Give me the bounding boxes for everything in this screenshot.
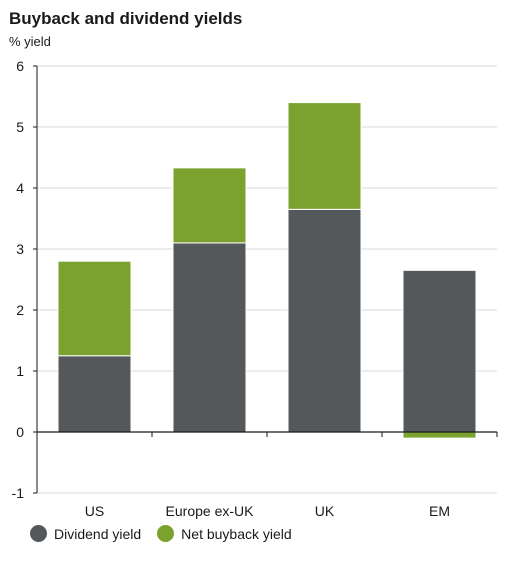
legend-swatch-dividend <box>30 525 47 542</box>
legend: Dividend yield Net buyback yield <box>30 525 308 542</box>
y-tick-label: 3 <box>16 241 24 257</box>
x-tick-label: EM <box>429 503 450 519</box>
y-tick-label: 2 <box>16 302 24 318</box>
x-tick-label: Europe ex-UK <box>166 503 255 519</box>
y-tick-label: 0 <box>16 424 24 440</box>
stacked-bar-chart: 6 5 4 3 2 1 0 -1 US Europe ex-UK UK EM <box>12 58 498 519</box>
bar-buyback-europe-ex-uk <box>172 167 247 244</box>
x-tick-label: UK <box>315 503 335 519</box>
bar-buyback-uk <box>287 102 362 210</box>
bars <box>57 102 477 439</box>
bar-dividend-uk <box>287 208 362 433</box>
legend-label-buyback: Net buyback yield <box>181 525 292 542</box>
chart-title: Buyback and dividend yields <box>9 9 243 28</box>
y-tick-label: 5 <box>16 119 24 135</box>
legend-item-buyback: Net buyback yield <box>157 525 292 542</box>
legend-label-dividend: Dividend yield <box>54 525 142 542</box>
y-tick-label: 6 <box>16 58 24 74</box>
y-tick-label: -1 <box>12 485 25 501</box>
legend-swatch-buyback <box>157 525 175 542</box>
bar-dividend-em <box>402 269 477 433</box>
y-tick-label: 1 <box>16 363 24 379</box>
x-tick-label: US <box>85 503 104 519</box>
bar-buyback-us <box>57 260 132 357</box>
legend-item-dividend: Dividend yield <box>30 525 141 542</box>
axes: 6 5 4 3 2 1 0 -1 US Europe ex-UK UK EM <box>12 58 498 519</box>
bar-buyback-em <box>402 431 477 439</box>
y-tick-label: 4 <box>16 180 24 196</box>
bar-dividend-us <box>57 355 132 433</box>
bar-dividend-europe-ex-uk <box>172 242 247 433</box>
y-axis-unit-label: % yield <box>9 34 51 49</box>
